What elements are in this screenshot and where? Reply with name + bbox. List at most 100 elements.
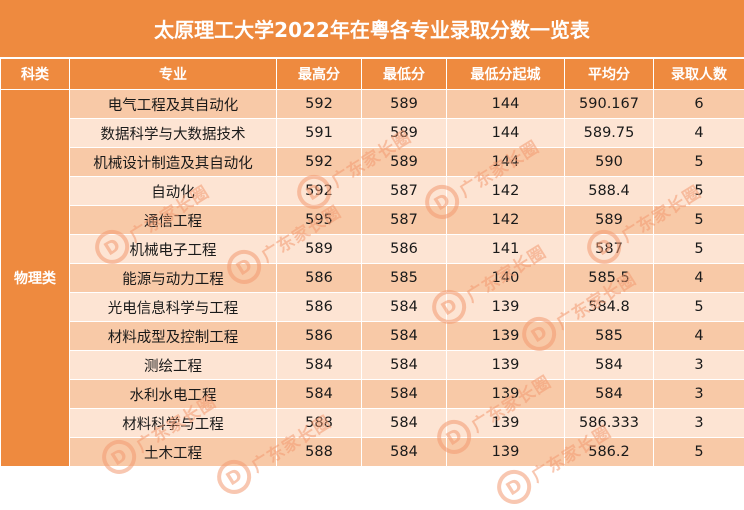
cell-min: 584 [362, 293, 447, 322]
header-avg-score: 平均分 [565, 59, 654, 90]
cell-count: 5 [654, 235, 744, 264]
cell-count: 3 [654, 380, 744, 409]
cell-major: 材料成型及控制工程 [70, 322, 277, 351]
cell-count: 4 [654, 264, 744, 293]
cell-min: 584 [362, 409, 447, 438]
cell-count: 5 [654, 148, 744, 177]
cell-count: 6 [654, 90, 744, 119]
cell-count: 5 [654, 293, 744, 322]
cell-min: 587 [362, 177, 447, 206]
cell-major: 通信工程 [70, 206, 277, 235]
cell-max: 589 [277, 235, 362, 264]
cell-major: 机械设计制造及其自动化 [70, 148, 277, 177]
cell-rank: 141 [447, 235, 565, 264]
cell-min: 584 [362, 322, 447, 351]
cell-avg: 585.5 [565, 264, 654, 293]
cell-rank: 140 [447, 264, 565, 293]
cell-max: 586 [277, 264, 362, 293]
cell-major: 水利水电工程 [70, 380, 277, 409]
cell-rank: 139 [447, 438, 565, 467]
cell-rank: 139 [447, 322, 565, 351]
score-table-page: 太原理工大学2022年在粤各专业录取分数一览表 科类 专业 最高分 最低分 最低… [0, 0, 744, 478]
cell-avg: 584 [565, 351, 654, 380]
cell-min: 586 [362, 235, 447, 264]
cell-max: 591 [277, 119, 362, 148]
cell-min: 584 [362, 438, 447, 467]
cell-max: 584 [277, 351, 362, 380]
cell-count: 4 [654, 119, 744, 148]
cell-avg: 589.75 [565, 119, 654, 148]
cell-major: 光电信息科学与工程 [70, 293, 277, 322]
cell-min: 584 [362, 351, 447, 380]
cell-min: 584 [362, 380, 447, 409]
cell-rank: 144 [447, 119, 565, 148]
cell-count: 5 [654, 177, 744, 206]
cell-min: 587 [362, 206, 447, 235]
cell-major: 数据科学与大数据技术 [70, 119, 277, 148]
cell-avg: 585 [565, 322, 654, 351]
cell-min: 585 [362, 264, 447, 293]
cell-major: 电气工程及其自动化 [70, 90, 277, 119]
header-row: 科类 专业 最高分 最低分 最低分起城 平均分 录取人数 [1, 59, 744, 90]
cell-avg: 589 [565, 206, 654, 235]
cell-count: 5 [654, 438, 744, 467]
cell-count: 3 [654, 409, 744, 438]
cell-min: 589 [362, 90, 447, 119]
cell-rank: 144 [447, 148, 565, 177]
cell-avg: 590 [565, 148, 654, 177]
cell-max: 584 [277, 380, 362, 409]
cell-rank: 139 [447, 351, 565, 380]
cell-avg: 584.8 [565, 293, 654, 322]
cell-avg: 587 [565, 235, 654, 264]
header-category: 科类 [1, 59, 70, 90]
cell-rank: 142 [447, 177, 565, 206]
cell-avg: 586.333 [565, 409, 654, 438]
score-table: 科类 专业 最高分 最低分 最低分起城 平均分 录取人数 物理类电气工程及其自动… [0, 58, 744, 467]
cell-major: 能源与动力工程 [70, 264, 277, 293]
cell-rank: 139 [447, 409, 565, 438]
cell-avg: 584 [565, 380, 654, 409]
cell-min: 589 [362, 119, 447, 148]
cell-avg: 590.167 [565, 90, 654, 119]
header-max-score: 最高分 [277, 59, 362, 90]
cell-rank: 139 [447, 293, 565, 322]
header-count: 录取人数 [654, 59, 744, 90]
cell-major: 土木工程 [70, 438, 277, 467]
cell-max: 592 [277, 177, 362, 206]
cell-major: 测绘工程 [70, 351, 277, 380]
cell-count: 4 [654, 322, 744, 351]
cell-min: 589 [362, 148, 447, 177]
cell-max: 595 [277, 206, 362, 235]
cell-avg: 588.4 [565, 177, 654, 206]
cell-rank: 144 [447, 90, 565, 119]
cell-max: 592 [277, 90, 362, 119]
category-cell: 物理类 [1, 90, 70, 467]
cell-major: 自动化 [70, 177, 277, 206]
cell-max: 592 [277, 148, 362, 177]
cell-max: 588 [277, 409, 362, 438]
cell-max: 586 [277, 322, 362, 351]
cell-avg: 586.2 [565, 438, 654, 467]
header-major: 专业 [70, 59, 277, 90]
cell-max: 588 [277, 438, 362, 467]
cell-major: 机械电子工程 [70, 235, 277, 264]
header-min-score: 最低分 [362, 59, 447, 90]
cell-rank: 139 [447, 380, 565, 409]
cell-count: 3 [654, 351, 744, 380]
cell-rank: 142 [447, 206, 565, 235]
cell-count: 5 [654, 206, 744, 235]
cell-max: 586 [277, 293, 362, 322]
